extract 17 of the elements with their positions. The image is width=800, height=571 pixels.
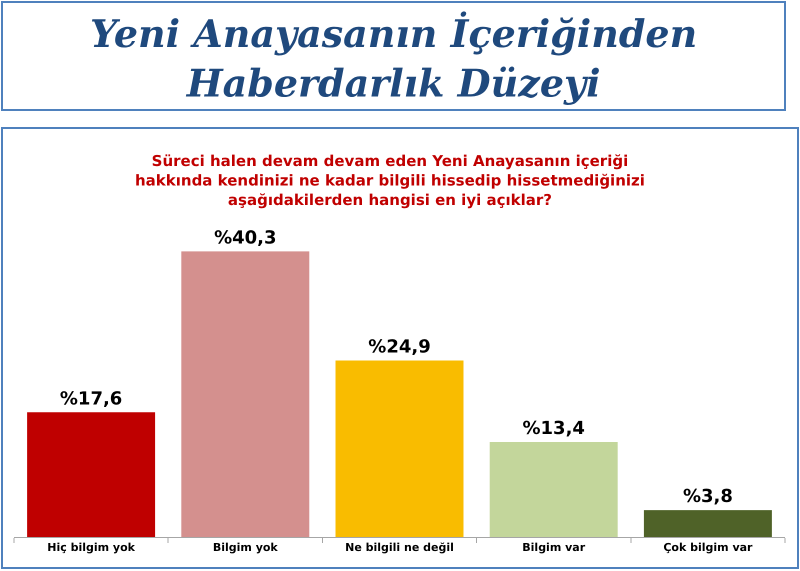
chart-subtitle: Süreci halen devam devam eden Yeni Anayasanın içeriği hakkında kendinizi ne kadar bilgili hissedip hissetmediğinizi aşağıdakilerden hangisi en iyi açıklar?: [135, 152, 645, 209]
x-tick-label: Bilgim yok: [212, 541, 278, 554]
data-label: %3,8: [682, 486, 733, 508]
bar: [644, 510, 772, 537]
bar: [336, 360, 464, 537]
chart-title: Yeni Anayasanın İçeriğinden Haberdarlık Düzeyi: [90, 11, 698, 106]
x-tick-label: Ne bilgili ne değil: [345, 541, 454, 554]
x-tick-label: Çok bilgim var: [663, 541, 754, 554]
data-label: %40,3: [214, 227, 277, 248]
x-tick-label: Bilgim var: [522, 541, 586, 554]
data-label: %17,6: [60, 388, 122, 410]
data-label: %24,9: [368, 336, 431, 358]
bar: [490, 442, 618, 537]
x-tick-label: Hiç bilgim yok: [47, 541, 136, 554]
bar: [181, 251, 310, 537]
data-label: %13,4: [522, 418, 585, 440]
bar: [27, 412, 156, 537]
